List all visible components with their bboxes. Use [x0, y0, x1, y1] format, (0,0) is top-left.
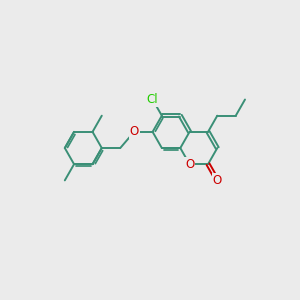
Text: Cl: Cl — [147, 93, 158, 106]
Text: O: O — [213, 174, 222, 187]
Text: O: O — [185, 158, 194, 171]
Text: O: O — [130, 125, 139, 138]
